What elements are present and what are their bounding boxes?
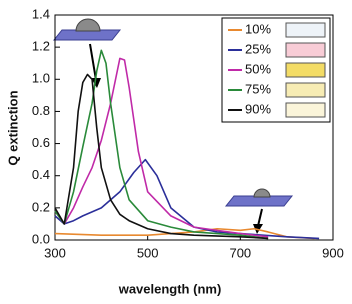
line-series (54, 227, 315, 240)
legend-label: 10% (245, 21, 271, 36)
y-tick-label: 1.0 (32, 71, 50, 86)
legend-box (285, 102, 326, 118)
plot-frame (54, 14, 334, 241)
inset-bottom (224, 188, 294, 234)
legend-box (285, 42, 326, 58)
legend-label: 50% (245, 61, 271, 76)
y-axis-label: Q extinction (5, 90, 20, 165)
x-tick-label: 900 (322, 245, 344, 260)
legend-box (285, 82, 326, 98)
y-tick-label: 0.2 (32, 199, 50, 214)
inset-top (52, 18, 122, 88)
legend-label: 25% (245, 41, 271, 56)
legend-label: 75% (245, 81, 271, 96)
line-series (54, 73, 269, 240)
y-tick-label: 0.0 (32, 231, 50, 246)
line-series (54, 49, 269, 240)
x-tick-label: 700 (229, 245, 251, 260)
legend-box (285, 62, 326, 78)
legend-box (285, 22, 326, 38)
y-tick-label: 0.4 (32, 167, 50, 182)
line-series (54, 57, 269, 238)
y-tick-label: 0.8 (32, 103, 50, 118)
y-tick-label: 1.2 (32, 39, 50, 54)
legend-label: 90% (245, 101, 271, 116)
x-axis-label: wavelength (nm) (118, 281, 222, 296)
x-tick-label: 300 (44, 245, 66, 260)
x-tick-label: 500 (137, 245, 159, 260)
y-tick-label: 1.4 (32, 6, 50, 21)
y-tick-label: 0.6 (32, 135, 50, 150)
